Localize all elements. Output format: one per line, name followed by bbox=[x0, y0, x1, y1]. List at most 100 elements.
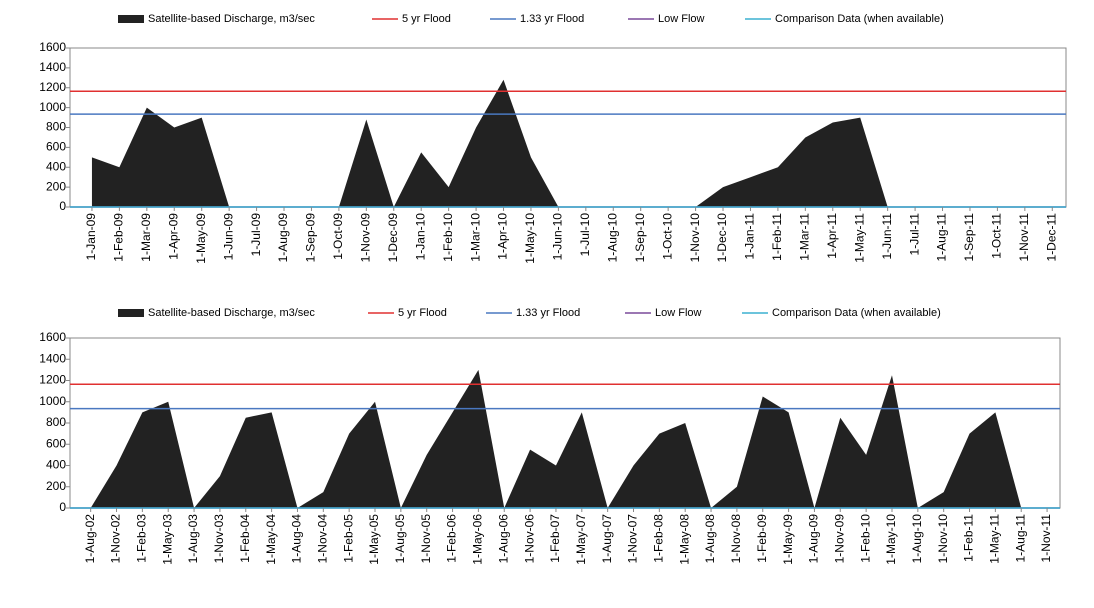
x-tick-label: 1-May-03 bbox=[160, 514, 174, 565]
x-tick-label: 1-Feb-03 bbox=[135, 514, 149, 563]
x-tick-label: 1-May-10 bbox=[884, 514, 898, 565]
legend-label: Low Flow bbox=[655, 307, 702, 319]
x-tick-label: 1-Feb-06 bbox=[445, 514, 459, 563]
discharge-area bbox=[91, 79, 1053, 207]
legend-swatch bbox=[118, 15, 144, 23]
x-tick-label: 1-Nov-04 bbox=[315, 514, 329, 564]
legend-label: 5 yr Flood bbox=[402, 13, 451, 25]
x-tick-label: 1-May-04 bbox=[264, 514, 278, 565]
x-tick-label: 1-Sep-11 bbox=[962, 213, 976, 262]
y-tick-label: 1400 bbox=[39, 60, 66, 74]
x-tick-label: 1-Feb-07 bbox=[548, 514, 562, 563]
x-tick-label: 1-Jul-10 bbox=[578, 213, 592, 257]
x-tick-label: 1-Feb-05 bbox=[341, 514, 355, 563]
x-tick-label: 1-Aug-09 bbox=[276, 213, 290, 263]
x-tick-label: 1-Feb-11 bbox=[962, 514, 976, 562]
y-tick-label: 800 bbox=[46, 415, 66, 429]
x-tick-label: 1-Nov-03 bbox=[212, 514, 226, 564]
x-tick-label: 1-Feb-09 bbox=[755, 514, 769, 563]
y-tick-label: 1000 bbox=[39, 100, 66, 114]
x-tick-label: 1-Apr-09 bbox=[166, 213, 180, 260]
legend-label: Low Flow bbox=[658, 13, 705, 25]
y-tick-label: 1200 bbox=[39, 373, 66, 387]
x-tick-label: 1-Aug-03 bbox=[186, 514, 200, 564]
x-tick-label: 1-Mar-11 bbox=[798, 213, 812, 261]
x-tick-label: 1-Jun-10 bbox=[551, 213, 565, 261]
x-tick-label: 1-Sep-10 bbox=[633, 213, 647, 263]
x-tick-label: 1-Aug-11 bbox=[935, 213, 949, 262]
x-tick-label: 1-Nov-08 bbox=[729, 514, 743, 564]
y-tick-label: 200 bbox=[46, 479, 66, 493]
x-tick-label: 1-Oct-10 bbox=[660, 213, 674, 260]
x-tick-label: 1-Nov-11 bbox=[1017, 213, 1031, 262]
y-tick-label: 400 bbox=[46, 159, 66, 173]
y-tick-label: 1400 bbox=[39, 351, 66, 365]
x-tick-label: 1-Sep-09 bbox=[304, 213, 318, 263]
x-tick-label: 1-Aug-02 bbox=[83, 514, 97, 564]
legend-label: Comparison Data (when available) bbox=[775, 13, 944, 25]
x-tick-label: 1-May-09 bbox=[781, 514, 795, 565]
x-tick-label: 1-Apr-10 bbox=[496, 213, 510, 260]
y-tick-label: 600 bbox=[46, 140, 66, 154]
discharge-area bbox=[90, 369, 1048, 508]
x-tick-label: 1-Jul-09 bbox=[249, 213, 263, 257]
y-tick-label: 400 bbox=[46, 458, 66, 472]
legend-label: Satellite-based Discharge, m3/sec bbox=[148, 13, 315, 25]
x-tick-label: 1-Jun-11 bbox=[880, 213, 894, 260]
x-tick-label: 1-Feb-04 bbox=[238, 514, 252, 563]
x-tick-label: 1-Aug-07 bbox=[600, 514, 614, 564]
x-tick-label: 1-Mar-10 bbox=[468, 213, 482, 262]
x-tick-label: 1-Nov-10 bbox=[936, 514, 950, 564]
x-tick-label: 1-Dec-11 bbox=[1044, 213, 1058, 262]
x-tick-label: 1-Aug-10 bbox=[605, 213, 619, 263]
x-tick-label: 1-Nov-05 bbox=[419, 514, 433, 564]
x-tick-label: 1-Nov-02 bbox=[109, 514, 123, 564]
x-tick-label: 1-Dec-10 bbox=[715, 213, 729, 263]
x-tick-label: 1-May-11 bbox=[852, 213, 866, 263]
x-tick-label: 1-Nov-09 bbox=[359, 213, 373, 263]
legend-swatch bbox=[118, 309, 144, 317]
x-tick-label: 1-Jul-11 bbox=[907, 213, 921, 256]
y-tick-label: 0 bbox=[59, 500, 66, 514]
x-tick-label: 1-Aug-09 bbox=[807, 514, 821, 564]
x-tick-label: 1-Apr-11 bbox=[825, 213, 839, 259]
x-tick-label: 1-May-06 bbox=[471, 514, 485, 565]
y-tick-label: 1600 bbox=[39, 330, 66, 344]
y-tick-label: 600 bbox=[46, 436, 66, 450]
x-tick-label: 1-Nov-06 bbox=[522, 514, 536, 564]
x-tick-label: 1-Nov-07 bbox=[626, 514, 640, 564]
x-tick-label: 1-Aug-11 bbox=[1013, 514, 1027, 563]
legend-label: 1.33 yr Flood bbox=[520, 13, 584, 25]
x-tick-label: 1-Nov-11 bbox=[1039, 514, 1053, 563]
legend-label: 5 yr Flood bbox=[398, 307, 447, 319]
x-tick-label: 1-Aug-06 bbox=[496, 514, 510, 564]
y-tick-label: 0 bbox=[59, 199, 66, 213]
x-tick-label: 1-Feb-10 bbox=[858, 514, 872, 563]
x-tick-label: 1-May-10 bbox=[523, 213, 537, 264]
x-tick-label: 1-Nov-09 bbox=[832, 514, 846, 564]
x-tick-label: 1-Feb-10 bbox=[441, 213, 455, 262]
x-tick-label: 1-Jun-09 bbox=[221, 213, 235, 261]
legend-label: 1.33 yr Flood bbox=[516, 307, 580, 319]
x-tick-label: 1-Mar-09 bbox=[139, 213, 153, 262]
x-tick-label: 1-Aug-04 bbox=[290, 514, 304, 564]
y-tick-label: 1000 bbox=[39, 394, 66, 408]
x-tick-label: 1-Oct-11 bbox=[990, 213, 1004, 259]
y-tick-label: 800 bbox=[46, 120, 66, 134]
y-tick-label: 200 bbox=[46, 179, 66, 193]
x-tick-label: 1-May-05 bbox=[367, 514, 381, 565]
x-tick-label: 1-May-11 bbox=[988, 514, 1002, 564]
legend-label: Comparison Data (when available) bbox=[772, 307, 941, 319]
x-tick-label: 1-Aug-10 bbox=[910, 514, 924, 564]
x-tick-label: 1-Jan-09 bbox=[84, 213, 98, 261]
x-tick-label: 1-Feb-11 bbox=[770, 213, 784, 261]
x-tick-label: 1-May-09 bbox=[194, 213, 208, 264]
x-tick-label: 1-Oct-09 bbox=[331, 213, 345, 260]
x-tick-label: 1-Aug-05 bbox=[393, 514, 407, 564]
x-tick-label: 1-Feb-08 bbox=[652, 514, 666, 563]
x-tick-label: 1-Jan-11 bbox=[743, 213, 757, 260]
x-tick-label: 1-May-07 bbox=[574, 514, 588, 565]
x-tick-label: 1-Jan-10 bbox=[413, 213, 427, 261]
legend-label: Satellite-based Discharge, m3/sec bbox=[148, 307, 315, 319]
